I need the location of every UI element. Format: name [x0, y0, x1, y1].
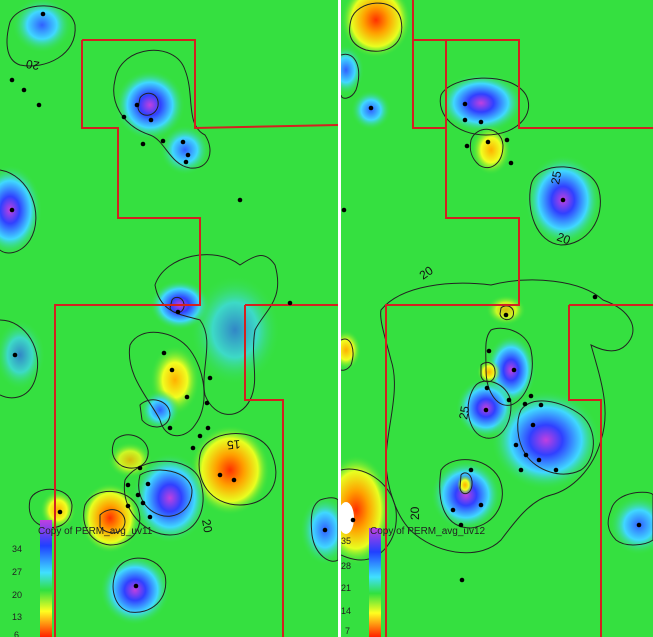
- legend-tick: 28: [341, 561, 352, 571]
- contour-label: 20: [555, 230, 573, 248]
- contour-label: 20: [408, 506, 422, 520]
- anomaly-high-perm: [300, 495, 338, 565]
- anomaly-high-perm: [100, 555, 170, 625]
- legend-title: Copy of PERM_avg_uv12: [370, 526, 486, 537]
- legend-tick: 27: [12, 567, 23, 577]
- anomaly-high-perm: [491, 390, 601, 490]
- anomaly-high-perm: [190, 275, 280, 385]
- well-markers: [341, 101, 642, 583]
- permeability-map-left: 20 15 20: [0, 0, 338, 637]
- legend-tick: 6: [14, 630, 20, 637]
- legend-tick: 34: [12, 544, 23, 554]
- contour-label: 20: [25, 57, 41, 73]
- anomaly-low-perm: [486, 295, 526, 325]
- contour-lines: [0, 5, 338, 613]
- legend-tick: 14: [341, 606, 352, 616]
- permeability-map-right: 25 20 20 25 20: [341, 0, 653, 637]
- legend-tick: 7: [345, 626, 351, 636]
- anomaly-low-perm: [477, 360, 501, 384]
- well-markers: [9, 11, 328, 589]
- map-panel-right: 25 20 20 25 20 Copy of PERM_avg_uv12 35 …: [341, 0, 653, 637]
- legend-colorbar: [40, 520, 52, 637]
- anomaly-low-perm: [80, 483, 140, 553]
- contour-label: 25: [456, 405, 472, 421]
- anomaly-low-perm: [341, 0, 411, 58]
- anomaly-high-perm: [115, 70, 185, 140]
- legend-colorbar: [369, 528, 381, 637]
- legend-tick: 21: [341, 583, 352, 593]
- contour-label: 20: [199, 518, 215, 534]
- anomaly-high-perm: [132, 453, 208, 543]
- anomaly-high-perm: [0, 165, 42, 255]
- legend-title: Copy of PERM_avg_uv11: [38, 526, 153, 537]
- anomaly-high-perm: [609, 495, 653, 555]
- legend-tick: 13: [12, 612, 23, 622]
- contour-lines: [341, 2, 653, 561]
- no-data-patch: [341, 502, 354, 534]
- anomaly-low-perm: [457, 475, 473, 495]
- anomaly-low-perm: [341, 330, 361, 370]
- panel-divider: [338, 0, 341, 637]
- legend-tick: 35: [341, 536, 352, 546]
- anomaly-high-perm: [12, 0, 72, 53]
- contour-label: 15: [226, 437, 241, 452]
- map-panel-left: 20 15 20 Copy of PERM_avg_uv11 34 27 20 …: [0, 0, 338, 637]
- anomaly-high-perm: [0, 320, 45, 390]
- legend-tick: 20: [12, 590, 23, 600]
- boundary-lines: [54, 39, 338, 637]
- boundary-lines: [385, 0, 653, 637]
- anomaly-high-perm: [439, 73, 523, 133]
- anomaly-high-perm: [160, 125, 210, 175]
- contour-label: 25: [548, 170, 564, 186]
- anomaly-high-perm: [431, 460, 501, 530]
